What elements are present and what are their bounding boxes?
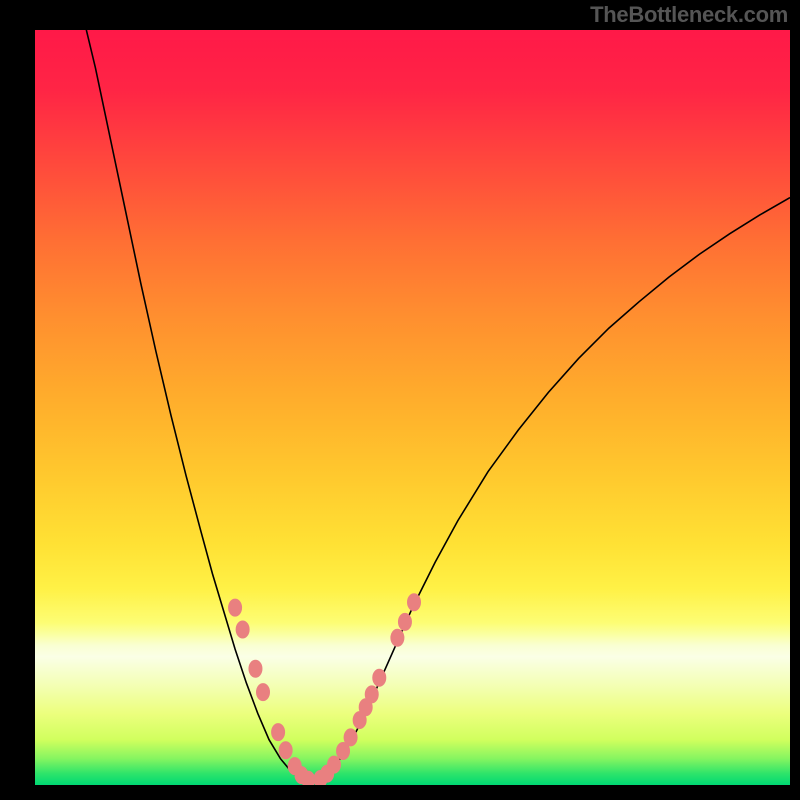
watermark-text: TheBottleneck.com (590, 2, 788, 28)
plot-svg (35, 30, 790, 785)
data-marker (327, 756, 341, 774)
data-marker (390, 629, 404, 647)
data-marker (236, 620, 250, 638)
data-marker (372, 669, 386, 687)
data-marker (256, 683, 270, 701)
data-marker (279, 741, 293, 759)
data-marker (407, 593, 421, 611)
data-marker (248, 660, 262, 678)
plot-area (35, 30, 790, 785)
data-marker (365, 685, 379, 703)
data-marker (228, 599, 242, 617)
plot-background (35, 30, 790, 785)
chart-container: TheBottleneck.com (0, 0, 800, 800)
data-marker (344, 728, 358, 746)
data-marker (271, 723, 285, 741)
data-marker (398, 613, 412, 631)
